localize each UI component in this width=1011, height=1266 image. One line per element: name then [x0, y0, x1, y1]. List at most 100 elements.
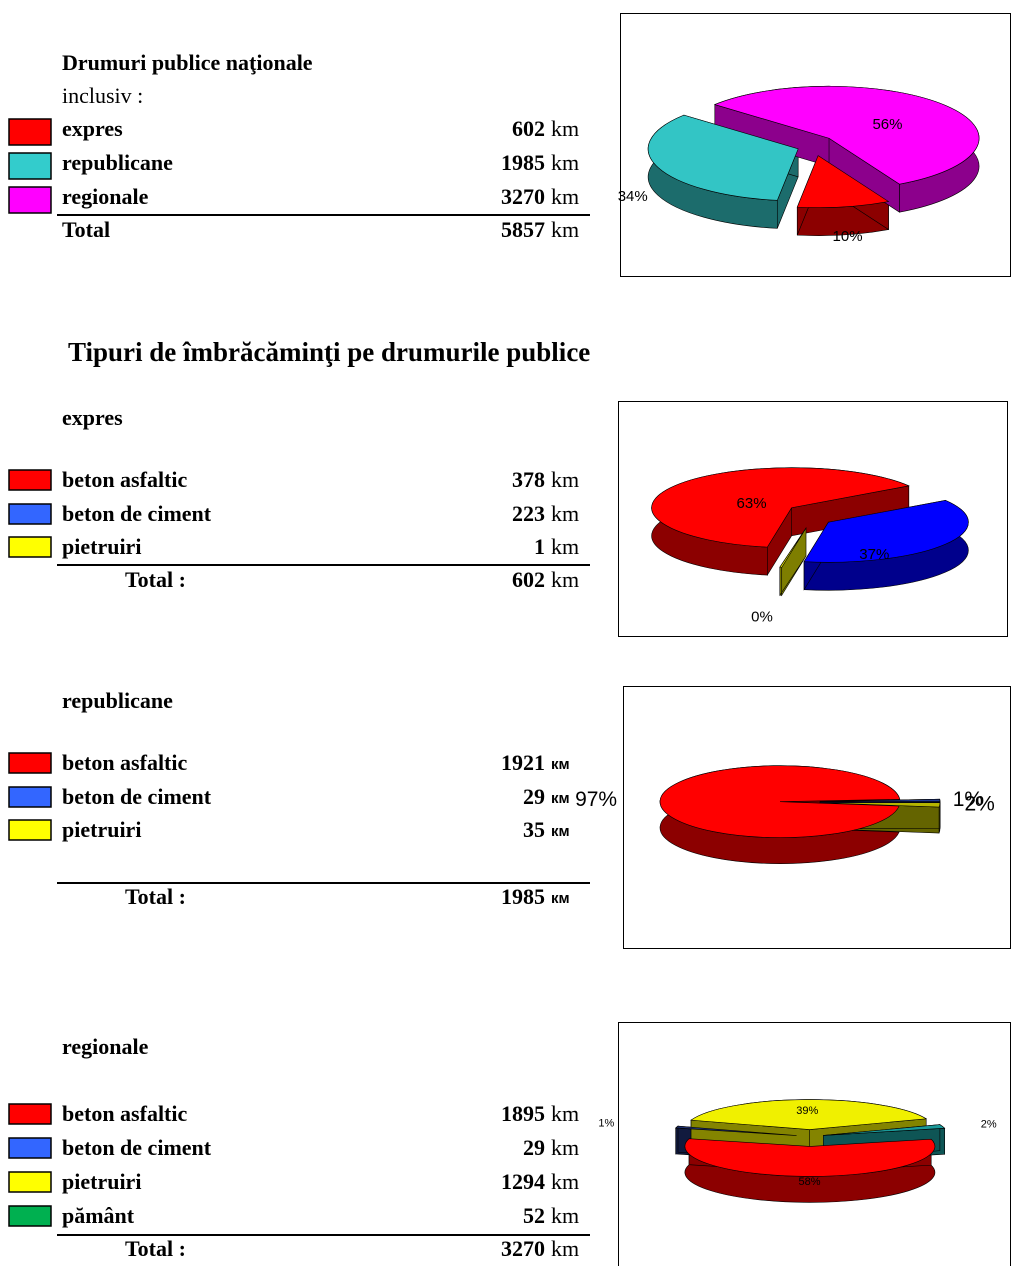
- total-value: 602: [512, 567, 545, 592]
- row-label: beton asfaltic: [62, 1101, 188, 1126]
- pie-value-label: 2%: [981, 1118, 997, 1130]
- total-unit: км: [551, 890, 570, 907]
- total-unit: km: [551, 217, 579, 242]
- pie-slice: [651, 467, 910, 548]
- pie-slice: [647, 114, 799, 201]
- legend-swatch: [8, 1205, 52, 1227]
- pie-tops: [647, 85, 980, 208]
- legend-swatch: [8, 118, 52, 146]
- row-unit: km: [551, 534, 579, 559]
- row-unit: km: [551, 1135, 579, 1160]
- pie-labels: 63% 37% 0%: [737, 495, 890, 626]
- pie-slice: [684, 1138, 936, 1177]
- pie-slice: [803, 500, 969, 563]
- pie-labels: 10% 34% 56%: [618, 116, 903, 245]
- row-label: beton asfaltic: [62, 467, 188, 492]
- row-unit: km: [551, 1203, 579, 1228]
- row-value: 1294: [501, 1169, 545, 1194]
- row-label: expres: [62, 116, 123, 141]
- legend-swatch: [8, 819, 52, 841]
- total-label: Total: [62, 217, 110, 242]
- pie-value-label: 37%: [859, 546, 889, 563]
- row-unit: km: [551, 467, 579, 492]
- row-unit: km: [551, 501, 579, 526]
- pie-value-label: 0%: [751, 609, 773, 626]
- section-subtitle: inclusiv :: [62, 83, 143, 108]
- row-value: 378: [512, 467, 545, 492]
- pie-value-label: 2%: [965, 793, 995, 816]
- row-value: 29: [523, 784, 545, 809]
- row-label: beton asfaltic: [62, 750, 188, 775]
- pie-value-label: 58%: [798, 1176, 820, 1188]
- pie-value-label: 1%: [598, 1117, 614, 1129]
- total-value: 1985: [501, 884, 545, 909]
- row-label: pietruiri: [62, 1169, 141, 1194]
- pie-slice: [690, 1099, 928, 1130]
- row-unit: km: [551, 150, 579, 175]
- row-unit: км: [551, 823, 570, 840]
- legend-swatch: [8, 1103, 52, 1125]
- section-title: republicane: [62, 688, 173, 713]
- row-label: pământ: [62, 1203, 135, 1228]
- pie-value-label: 56%: [872, 116, 902, 133]
- row-value: 1895: [501, 1101, 545, 1126]
- total-value: 3270: [501, 1236, 545, 1261]
- pie-value-label: 97%: [575, 788, 617, 811]
- row-label: pietruiri: [62, 817, 141, 842]
- row-value: 1985: [501, 150, 545, 175]
- row-value: 223: [512, 501, 545, 526]
- row-value: 35: [523, 817, 545, 842]
- row-label: pietruiri: [62, 534, 141, 559]
- total-value: 5857: [501, 217, 545, 242]
- heading: Tipuri de îmbrăcăminţi pe drumurile publ…: [68, 337, 590, 367]
- pie-slice: [713, 85, 980, 185]
- legend-swatch: [8, 1171, 52, 1193]
- pie-value-label: 1%: [953, 788, 983, 811]
- pie-slice: [819, 798, 941, 802]
- row-label: beton de ciment: [62, 1135, 212, 1160]
- pie-slice: [819, 802, 941, 808]
- row-label: regionale: [62, 184, 149, 209]
- pie-slice: [675, 1125, 797, 1136]
- legend-swatch: [8, 752, 52, 774]
- row-value: 1921: [501, 750, 545, 775]
- pie-slice: [659, 765, 901, 838]
- legend-swatch: [8, 503, 52, 525]
- legend-swatch: [8, 786, 52, 808]
- legend-swatch: [8, 186, 52, 214]
- pie-value-label: 63%: [737, 495, 767, 512]
- total-unit: km: [551, 1236, 579, 1261]
- legend-swatch: [8, 469, 52, 491]
- pie-tops: [675, 1099, 946, 1177]
- pie-slice: [796, 155, 890, 208]
- section-title: expres: [62, 405, 123, 430]
- total-label: Total :: [125, 567, 186, 592]
- row-unit: км: [551, 756, 570, 773]
- pie-labels: 58% 1% 39% 2%: [598, 1105, 996, 1188]
- row-label: beton de ciment: [62, 501, 212, 526]
- row-value: 1: [534, 534, 545, 559]
- pie-value-label: 39%: [796, 1105, 818, 1117]
- legend-swatch: [8, 536, 52, 558]
- row-value: 52: [523, 1203, 545, 1228]
- row-label: republicane: [62, 150, 173, 175]
- total-label: Total :: [125, 884, 186, 909]
- row-unit: км: [551, 790, 570, 807]
- total-unit: km: [551, 567, 579, 592]
- row-value: 602: [512, 116, 545, 141]
- legend-swatch: [8, 1137, 52, 1159]
- row-unit: km: [551, 184, 579, 209]
- section-title: Drumuri publice naţionale: [62, 50, 313, 75]
- legend-swatch: [8, 152, 52, 180]
- pie-tops: [651, 467, 969, 568]
- row-value: 29: [523, 1135, 545, 1160]
- pie-slice: [779, 527, 807, 568]
- row-unit: km: [551, 116, 579, 141]
- pie-tops: [659, 765, 941, 838]
- row-unit: km: [551, 1101, 579, 1126]
- section-title: regionale: [62, 1034, 149, 1059]
- pie-value-label: 10%: [833, 228, 863, 245]
- row-value: 3270: [501, 184, 545, 209]
- pie-labels: 97% 1%2%: [575, 788, 995, 816]
